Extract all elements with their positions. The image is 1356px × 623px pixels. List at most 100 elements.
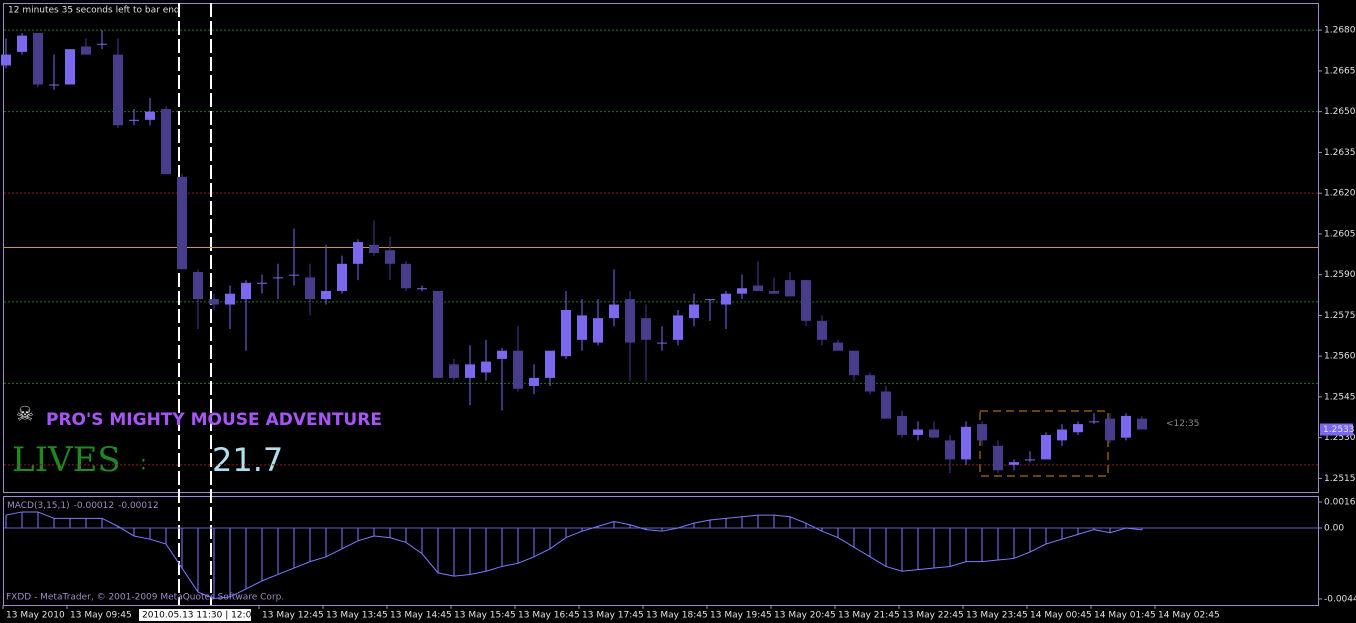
- candle-body: [1025, 459, 1035, 461]
- lives-label: LIVES: [12, 440, 121, 480]
- candle-body: [273, 277, 283, 279]
- candle-body: [1041, 434, 1051, 460]
- candle-body: [257, 282, 267, 284]
- candle-body: [225, 293, 235, 305]
- macd-label-part: MACD(3,15,1): [7, 501, 70, 511]
- macd-tick-label: 0.00162: [1324, 498, 1356, 508]
- main-frame: [3, 3, 1319, 493]
- lives-separator: :: [140, 451, 147, 475]
- candle-body: [465, 364, 475, 378]
- macd-tick-label: -0.00443: [1324, 595, 1356, 605]
- candle-body: [593, 318, 603, 343]
- candle-body: [17, 35, 27, 52]
- candle-body: [177, 176, 187, 270]
- candle-body: [577, 315, 587, 340]
- candle-body: [49, 84, 59, 86]
- y-tick-label: 1.2620: [1324, 189, 1356, 199]
- candle-body: [193, 271, 203, 300]
- candle-body: [865, 375, 875, 392]
- candle-body: [81, 46, 91, 55]
- candle-body: [529, 377, 539, 387]
- candle-body: [657, 342, 667, 344]
- macd-label: MACD(3,15,1) -0.00012 -0.00012: [7, 501, 159, 511]
- current-price-box: [1320, 423, 1353, 436]
- x-tick-label: 13 May 09:45: [70, 611, 132, 621]
- candle-body: [209, 299, 219, 305]
- y-tick-label: 1.2665: [1324, 66, 1356, 76]
- candle-body: [993, 445, 1003, 471]
- x-tick-label: 13 May 14:45: [390, 611, 452, 621]
- overlay-title: PRO'S MIGHTY MOUSE ADVENTURE: [46, 410, 382, 430]
- candle-body: [417, 288, 427, 290]
- candle-body: [1, 54, 11, 66]
- candle-body: [353, 242, 363, 264]
- candle-body: [65, 49, 75, 85]
- candle-body: [961, 426, 971, 460]
- x-tick-label: 14 May 00:45: [1030, 611, 1092, 621]
- x-tick-label: 13 May 13:45: [326, 611, 388, 621]
- candle-body: [833, 342, 843, 351]
- y-tick-label: 1.2650: [1324, 107, 1356, 117]
- x-tick-label: 13 May 23:45: [966, 611, 1028, 621]
- x-tick-label: 13 May 2010: [6, 611, 65, 621]
- candle-body: [913, 429, 923, 435]
- candle-body: [1137, 418, 1147, 430]
- candle-body: [321, 290, 331, 300]
- x-tick-label: 13 May 21:45: [838, 611, 900, 621]
- candle-body: [545, 350, 555, 378]
- candle-body: [433, 290, 443, 378]
- candle-body: [977, 424, 987, 441]
- current-price-label: 1.2533: [1323, 425, 1355, 435]
- y-tick-label: 1.2515: [1324, 474, 1356, 484]
- candle-body: [785, 280, 795, 297]
- candle-body: [705, 299, 715, 301]
- candle-body: [113, 54, 123, 126]
- candle-body: [1089, 421, 1099, 423]
- macd-label-part: -0.00012: [118, 501, 158, 511]
- candle-body: [641, 318, 651, 340]
- y-tick-label: 1.2560: [1324, 352, 1356, 362]
- candle-body: [881, 391, 891, 419]
- skull-icon: ☠: [16, 402, 34, 426]
- candle-body: [753, 285, 763, 291]
- candle-body: [145, 111, 155, 120]
- x-tick-label: 13 May 15:45: [454, 611, 516, 621]
- candle-body: [337, 263, 347, 291]
- candle-body: [481, 361, 491, 373]
- y-tick-label: 1.2680: [1324, 26, 1356, 36]
- candle-body: [689, 304, 699, 319]
- candle-body: [33, 32, 43, 85]
- candle-body: [801, 280, 811, 321]
- time-highlight-box: [139, 609, 251, 621]
- y-tick-label: 1.2605: [1324, 229, 1356, 239]
- x-tick-label: 13 May 19:45: [710, 611, 772, 621]
- x-tick-label: 13 May 20:45: [774, 611, 836, 621]
- candle-body: [849, 350, 859, 376]
- candle-body: [673, 315, 683, 340]
- candle-body: [161, 108, 171, 175]
- macd-tick-label: 0.00: [1324, 523, 1344, 533]
- candle-body: [817, 320, 827, 340]
- macd-label-part: -0.00012: [74, 501, 114, 511]
- candle-body: [513, 350, 523, 389]
- x-tick-label: 13 May 22:45: [902, 611, 964, 621]
- candle-body: [737, 288, 747, 294]
- candle-body: [929, 429, 939, 438]
- candle-body: [1105, 418, 1115, 441]
- candle-body: [1073, 424, 1083, 433]
- candle-body: [945, 440, 955, 460]
- candle-body: [1057, 429, 1067, 441]
- candle-body: [497, 350, 507, 359]
- macd-frame: [3, 496, 1319, 606]
- x-tick-label: 13 May 12:45: [262, 611, 324, 621]
- candle-body: [1121, 415, 1131, 438]
- candle-body: [449, 364, 459, 378]
- candle-body: [97, 43, 107, 45]
- y-tick-label: 1.2575: [1324, 311, 1356, 321]
- bar-timer-status: 12 minutes 35 seconds left to bar end: [8, 6, 180, 16]
- y-tick-label: 1.2635: [1324, 148, 1356, 158]
- candle-body: [769, 290, 779, 294]
- candle-body: [129, 119, 139, 121]
- candle-body: [609, 304, 619, 319]
- lives-value: 21.7: [212, 441, 283, 479]
